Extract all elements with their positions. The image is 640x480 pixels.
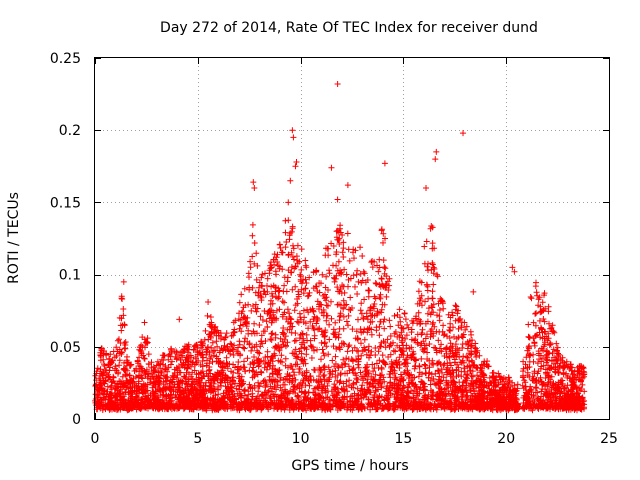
roti-outlier-point	[334, 80, 341, 87]
roti-outlier-point	[470, 288, 477, 295]
roti-outlier-point	[120, 278, 127, 285]
roti-outlier-point	[381, 160, 388, 167]
x-tick-label: 20	[497, 431, 515, 447]
roti-outlier-point	[118, 293, 125, 300]
roti-point-cloud	[92, 217, 588, 414]
roti-outlier-point	[511, 268, 518, 275]
roti-outlier-point	[292, 163, 299, 170]
roti-outlier-point	[334, 196, 341, 203]
y-tick-label: 0.15	[50, 195, 81, 211]
plot-frame	[94, 57, 610, 420]
roti-outlier-point	[460, 130, 467, 137]
x-tick-label: 25	[600, 431, 618, 447]
x-axis-tick-labels: 0 5 10 15 20 25	[91, 431, 618, 447]
y-tick-label: 0	[72, 412, 81, 428]
chart-title: Day 272 of 2014, Rate Of TEC Index for r…	[160, 20, 538, 36]
y-tick-label: 0.25	[50, 51, 81, 67]
roti-outlier-point	[176, 316, 183, 323]
y-tick-label: 0.1	[59, 268, 81, 284]
y-tick-label: 0.2	[59, 123, 81, 139]
roti-outlier-point	[285, 199, 292, 206]
roti-outlier-point	[287, 177, 294, 184]
x-tick-label: 0	[91, 431, 100, 447]
y-tick-label: 0.05	[50, 340, 81, 356]
roti-outlier-point	[250, 179, 257, 186]
roti-outlier-point	[290, 134, 297, 141]
roti-outlier-point	[432, 156, 439, 163]
roti-outlier-point	[344, 182, 351, 189]
axis-ticks	[95, 58, 610, 420]
roti-outlier-point	[423, 184, 430, 191]
data-points	[92, 80, 588, 414]
roti-outlier-point	[289, 127, 296, 134]
roti-outlier-point	[293, 158, 300, 165]
y-axis-label: ROTI / TECUs	[6, 192, 22, 284]
x-tick-label: 5	[193, 431, 202, 447]
y-axis-tick-labels: 0 0.05 0.1 0.15 0.2 0.25	[50, 51, 81, 428]
x-axis-label: GPS time / hours	[291, 458, 408, 474]
roti-outlier-point	[433, 148, 440, 155]
x-tick-label: 10	[292, 431, 310, 447]
roti-outlier-point	[328, 164, 335, 171]
roti-outlier-point	[251, 184, 258, 191]
roti-outlier-point	[205, 299, 212, 306]
roti-outlier-point	[509, 264, 516, 271]
x-tick-label: 15	[394, 431, 412, 447]
